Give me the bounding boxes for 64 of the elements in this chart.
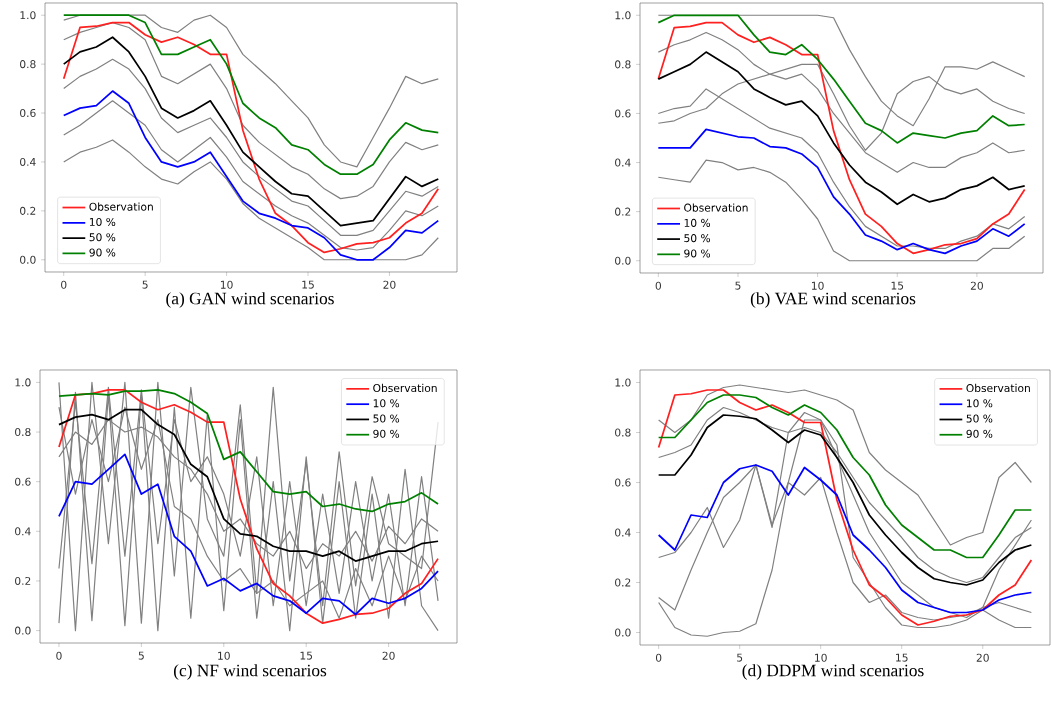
x-tick-label: 15 <box>302 280 314 289</box>
y-tick-label: 0.4 <box>20 157 36 166</box>
y-tick-label: 0.0 <box>615 256 631 265</box>
legend-label: 50 % <box>684 234 711 243</box>
text: (b) VAE wind scenarios <box>750 292 916 308</box>
y-tick-label: 0.2 <box>20 206 36 215</box>
x-tick-label: 15 <box>300 651 313 660</box>
x-tick-label: 5 <box>138 651 144 660</box>
legend-label: 90 % <box>966 429 993 438</box>
x-tick-label: 20 <box>970 281 983 290</box>
legend-label: 90 % <box>373 429 400 438</box>
legend-label: 10 % <box>373 399 400 408</box>
x-tick-label: 15 <box>896 653 908 662</box>
y-tick-label: 0.0 <box>615 628 631 637</box>
x-tick-label: 0 <box>61 280 67 289</box>
y-tick-label: 0.4 <box>615 158 631 167</box>
text: (d) DDPM wind scenarios <box>742 664 924 680</box>
y-tick-label: 0.8 <box>615 428 631 437</box>
legend-label: 50 % <box>373 414 400 423</box>
y-tick-label: 0.6 <box>20 109 36 118</box>
legend-label: Observation <box>966 383 1030 393</box>
x-tick-label: 0 <box>56 651 62 660</box>
x-tick-label: 10 <box>815 653 827 662</box>
y-tick-label: 0.6 <box>615 478 631 487</box>
y-tick-label: 0.8 <box>615 60 631 69</box>
x-tick-label: 0 <box>655 281 662 290</box>
y-tick-label: 0.8 <box>15 428 31 437</box>
x-tick-label: 15 <box>891 281 904 290</box>
legend-label: Observation <box>89 202 153 211</box>
x-tick-label: 20 <box>383 280 396 289</box>
x-tick-label: 10 <box>218 651 230 660</box>
x-tick-label: 10 <box>812 281 824 290</box>
x-tick-label: 0 <box>655 653 662 662</box>
y-tick-label: 0.2 <box>615 207 631 216</box>
legend-label: 50 % <box>89 233 116 242</box>
y-tick-label: 0.2 <box>15 576 31 585</box>
y-tick-label: 0.6 <box>615 109 631 118</box>
y-tick-label: 1.0 <box>615 11 631 20</box>
legend-label: 90 % <box>684 249 711 258</box>
legend-label: 10 % <box>89 217 116 226</box>
y-tick-label: 1.0 <box>15 378 31 387</box>
legend-label: 50 % <box>966 414 993 423</box>
y-tick-label: 0.8 <box>20 60 36 69</box>
x-tick-label: 5 <box>737 653 743 662</box>
x-tick-label: 5 <box>735 281 741 290</box>
text: (a) GAN wind scenarios <box>166 292 334 308</box>
x-tick-label: 5 <box>142 280 148 289</box>
text: (c) NF wind scenarios <box>173 664 327 680</box>
y-tick-label: 1.0 <box>615 378 631 387</box>
y-tick-label: 1.0 <box>20 11 36 20</box>
legend-label: 10 % <box>684 218 711 227</box>
legend-label: Observation <box>373 383 437 393</box>
legend-label: 10 % <box>966 399 993 408</box>
x-tick-label: 20 <box>976 653 989 662</box>
y-tick-label: 0.6 <box>15 477 31 486</box>
y-tick-label: 0.4 <box>615 528 631 537</box>
legend-label: 90 % <box>89 248 116 257</box>
y-tick-label: 0.2 <box>615 578 631 587</box>
legend-label: Observation <box>684 203 748 212</box>
x-tick-label: 20 <box>382 651 395 660</box>
x-tick-label: 10 <box>220 280 233 289</box>
y-tick-label: 0.0 <box>15 626 31 635</box>
y-tick-label: 0.0 <box>20 255 36 264</box>
y-tick-label: 0.4 <box>15 527 31 536</box>
